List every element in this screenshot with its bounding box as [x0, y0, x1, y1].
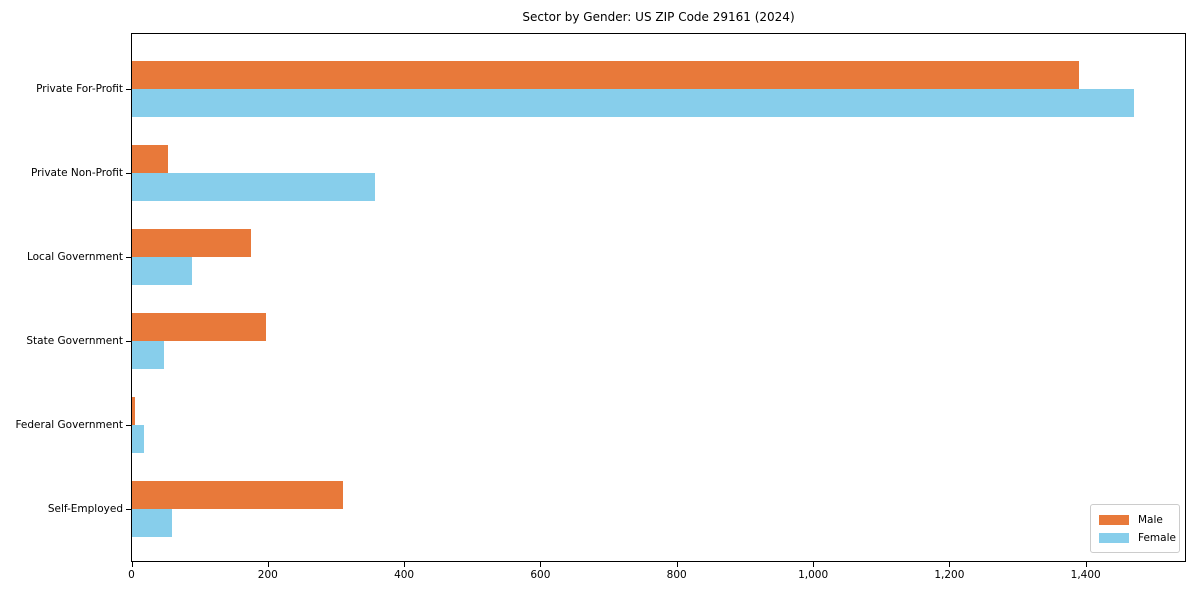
- x-tick-1,000: [813, 562, 815, 567]
- x-tick-label-400: 400: [394, 569, 415, 581]
- chart-title: Sector by Gender: US ZIP Code 29161 (202…: [522, 10, 795, 24]
- x-tick-label-800: 800: [666, 569, 687, 581]
- x-tick-label-200: 200: [257, 569, 278, 581]
- plot-area: [131, 33, 1186, 562]
- y-tick-local-government: [126, 257, 131, 258]
- bar-female-self-employed: [132, 509, 173, 537]
- bar-male-private-non-profit: [132, 145, 169, 173]
- bar-female-private-for-profit: [132, 89, 1134, 117]
- legend: Male Female: [1090, 504, 1180, 553]
- y-tick-private-non-profit: [126, 173, 131, 174]
- legend-label-female: Female: [1138, 532, 1176, 544]
- bar-male-state-government: [132, 313, 267, 341]
- y-axis-label-local-government: Local Government: [26, 251, 123, 263]
- bar-male-local-government: [132, 229, 251, 257]
- y-tick-federal-government: [126, 425, 131, 426]
- x-tick-label-1,400: 1,400: [1070, 569, 1101, 581]
- x-tick-0: [131, 562, 133, 567]
- x-tick-600: [540, 562, 542, 567]
- y-tick-state-government: [126, 341, 131, 342]
- bar-male-self-employed: [132, 481, 343, 509]
- bar-female-local-government: [132, 257, 192, 285]
- y-tick-private-for-profit: [126, 89, 131, 90]
- y-tick-self-employed: [126, 509, 131, 510]
- x-tick-label-1,000: 1,000: [798, 569, 829, 581]
- legend-swatch-female: [1099, 533, 1129, 543]
- x-tick-400: [404, 562, 406, 567]
- legend-swatch-male: [1099, 515, 1129, 525]
- legend-item-female: Female: [1099, 529, 1179, 547]
- y-axis-label-state-government: State Government: [26, 335, 123, 347]
- x-tick-1,400: [1085, 562, 1087, 567]
- x-tick-label-600: 600: [530, 569, 551, 581]
- x-tick-1,200: [949, 562, 951, 567]
- y-axis-label-private-non-profit: Private Non-Profit: [30, 167, 123, 179]
- bar-female-federal-government: [132, 425, 145, 453]
- x-tick-800: [676, 562, 678, 567]
- x-tick-label-1,200: 1,200: [934, 569, 965, 581]
- y-axis-label-federal-government: Federal Government: [15, 419, 123, 431]
- x-tick-label-0: 0: [128, 569, 135, 581]
- y-axis-label-private-for-profit: Private For-Profit: [36, 83, 123, 95]
- bar-female-private-non-profit: [132, 173, 376, 201]
- bar-male-federal-government: [132, 397, 135, 425]
- legend-label-male: Male: [1138, 514, 1163, 526]
- x-tick-200: [267, 562, 269, 567]
- y-axis-label-self-employed: Self-Employed: [47, 503, 123, 515]
- bar-female-state-government: [132, 341, 164, 369]
- bar-male-private-for-profit: [132, 61, 1080, 89]
- legend-item-male: Male: [1099, 511, 1179, 529]
